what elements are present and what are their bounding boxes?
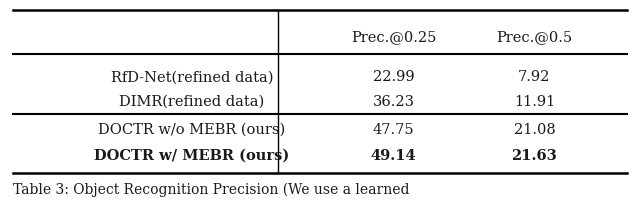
Text: 49.14: 49.14 bbox=[371, 148, 417, 162]
Text: 11.91: 11.91 bbox=[514, 94, 555, 108]
Text: Prec.@0.25: Prec.@0.25 bbox=[351, 30, 436, 44]
Text: 7.92: 7.92 bbox=[518, 70, 550, 84]
Text: 21.63: 21.63 bbox=[511, 148, 557, 162]
Text: 21.08: 21.08 bbox=[513, 122, 556, 136]
Text: 47.75: 47.75 bbox=[372, 122, 415, 136]
Text: DOCTR w/o MEBR (ours): DOCTR w/o MEBR (ours) bbox=[99, 122, 285, 136]
Text: 22.99: 22.99 bbox=[372, 70, 415, 84]
Text: 36.23: 36.23 bbox=[372, 94, 415, 108]
Text: RfD-Net(refined data): RfD-Net(refined data) bbox=[111, 70, 273, 84]
Text: Table 3: Object Recognition Precision (We use a learned: Table 3: Object Recognition Precision (W… bbox=[13, 182, 410, 196]
Text: Prec.@0.5: Prec.@0.5 bbox=[497, 30, 572, 44]
Text: DOCTR w/ MEBR (ours): DOCTR w/ MEBR (ours) bbox=[94, 148, 290, 162]
Text: DIMR(refined data): DIMR(refined data) bbox=[120, 94, 264, 108]
